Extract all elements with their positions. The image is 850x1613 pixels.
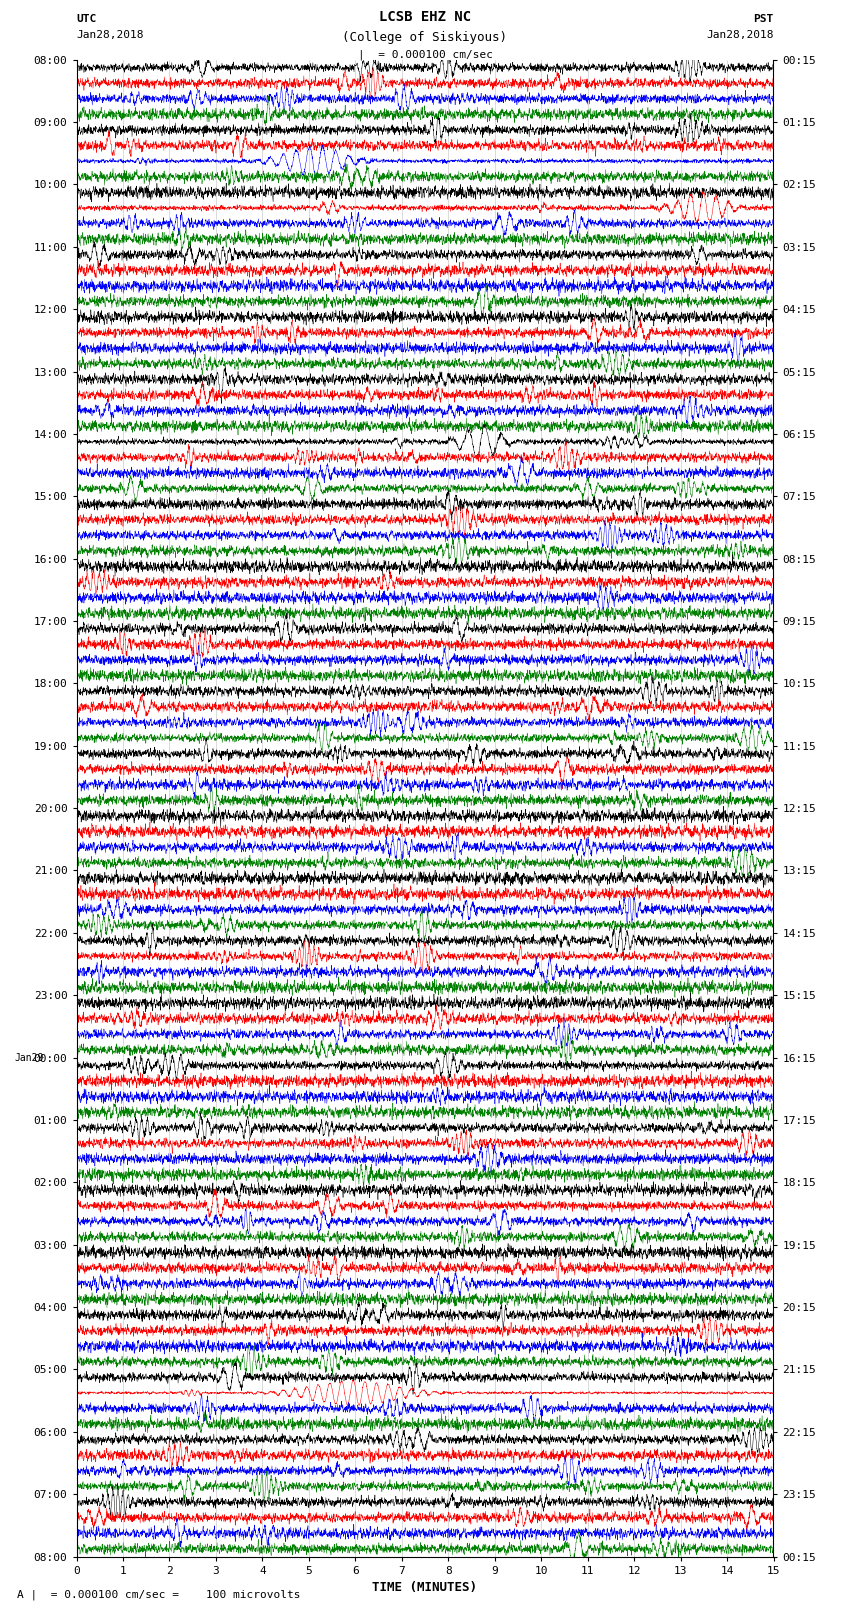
Text: Jan28,2018: Jan28,2018 <box>76 31 144 40</box>
Text: |  = 0.000100 cm/sec: | = 0.000100 cm/sec <box>358 48 492 60</box>
Text: UTC: UTC <box>76 15 97 24</box>
Text: A |  = 0.000100 cm/sec =    100 microvolts: A | = 0.000100 cm/sec = 100 microvolts <box>17 1589 301 1600</box>
Text: (College of Siskiyous): (College of Siskiyous) <box>343 31 507 44</box>
Text: Jan29: Jan29 <box>14 1053 44 1063</box>
Text: LCSB EHZ NC: LCSB EHZ NC <box>379 10 471 24</box>
Text: PST: PST <box>753 15 774 24</box>
X-axis label: TIME (MINUTES): TIME (MINUTES) <box>372 1581 478 1594</box>
Text: Jan28,2018: Jan28,2018 <box>706 31 774 40</box>
